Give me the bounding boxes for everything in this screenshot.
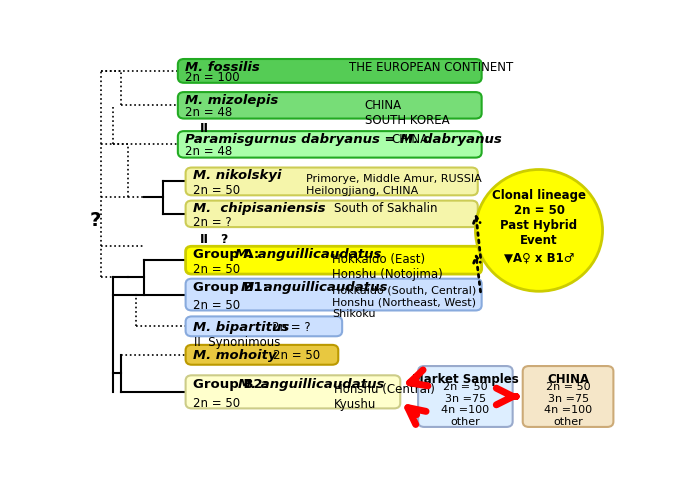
Text: M.  chipisaniensis: M. chipisaniensis — [192, 202, 325, 215]
Text: 2n = 50
3n =75
4n =100
other: 2n = 50 3n =75 4n =100 other — [544, 382, 592, 426]
FancyBboxPatch shape — [186, 279, 482, 311]
Text: Group B1:: Group B1: — [192, 281, 272, 294]
Text: 2n = 100: 2n = 100 — [185, 71, 240, 84]
Text: CHINA: CHINA — [392, 133, 429, 145]
Text: 2n = 50: 2n = 50 — [192, 298, 240, 311]
Text: Group A:: Group A: — [192, 247, 264, 261]
Text: II: II — [200, 122, 210, 135]
Text: II  Synonimous: II Synonimous — [194, 335, 280, 348]
FancyBboxPatch shape — [186, 317, 342, 337]
Text: CHINA: CHINA — [547, 372, 589, 385]
Text: M. mohoity: M. mohoity — [192, 348, 276, 362]
Text: Clonal lineage
2n = 50
Past Hybrid
Event: Clonal lineage 2n = 50 Past Hybrid Event — [492, 189, 586, 246]
Text: 2n = 50
3n =75
4n =100
other: 2n = 50 3n =75 4n =100 other — [441, 382, 490, 426]
Ellipse shape — [475, 170, 603, 292]
Text: M. mizolepis: M. mizolepis — [185, 94, 278, 107]
Text: II: II — [200, 233, 210, 246]
FancyBboxPatch shape — [418, 366, 512, 427]
Text: 2n = 48: 2n = 48 — [185, 145, 232, 158]
Text: CHINA
SOUTH KOREA: CHINA SOUTH KOREA — [364, 99, 449, 127]
Text: ?: ? — [89, 210, 101, 229]
Text: 2n = 50: 2n = 50 — [192, 262, 240, 275]
Text: ?: ? — [220, 233, 227, 246]
Text: Hokkaido (South, Central)
Honshu (Northeast, West)
Shikoku: Hokkaido (South, Central) Honshu (Northe… — [332, 285, 476, 318]
FancyBboxPatch shape — [178, 132, 482, 158]
Text: THE EUROPEAN CONTINENT: THE EUROPEAN CONTINENT — [349, 61, 513, 74]
Text: M. nikolskyi: M. nikolskyi — [192, 169, 281, 182]
Text: 2n = 50: 2n = 50 — [192, 396, 240, 409]
Text: 2n = 48: 2n = 48 — [185, 106, 232, 119]
FancyBboxPatch shape — [186, 376, 400, 408]
Text: ▼A♀ x B1♂: ▼A♀ x B1♂ — [504, 251, 574, 264]
Text: M. anguillicaudatus: M. anguillicaudatus — [235, 247, 382, 261]
Text: Primorye, Middle Amur, RUSSIA
Heilongjiang, CHINA: Primorye, Middle Amur, RUSSIA Heilongjia… — [306, 174, 482, 196]
Text: M. fossilis: M. fossilis — [185, 61, 260, 74]
Text: Paramisgurnus dabryanus = M. dabryanus: Paramisgurnus dabryanus = M. dabryanus — [185, 133, 501, 145]
FancyBboxPatch shape — [186, 168, 477, 196]
Text: Market Samples: Market Samples — [412, 372, 519, 385]
FancyBboxPatch shape — [186, 247, 482, 275]
FancyBboxPatch shape — [186, 201, 477, 227]
Text: M. bipartitus: M. bipartitus — [192, 320, 289, 333]
Text: South of Sakhalin: South of Sakhalin — [334, 202, 437, 215]
FancyBboxPatch shape — [178, 93, 482, 119]
Text: 2n = 50: 2n = 50 — [192, 183, 240, 197]
Text: M. anguillicaudatus: M. anguillicaudatus — [240, 281, 387, 294]
FancyBboxPatch shape — [186, 345, 338, 365]
Text: 2n = 50: 2n = 50 — [273, 348, 321, 362]
FancyBboxPatch shape — [178, 60, 482, 83]
Text: 2n = ?: 2n = ? — [192, 215, 232, 228]
Text: Group B2:: Group B2: — [192, 378, 272, 390]
Text: Honshu (Central)
Kyushu: Honshu (Central) Kyushu — [334, 382, 434, 410]
Text: Hokkaido (East)
Honshu (Notojima): Hokkaido (East) Honshu (Notojima) — [332, 253, 443, 281]
FancyBboxPatch shape — [523, 366, 613, 427]
Text: M. anguillicaudatus: M. anguillicaudatus — [238, 378, 384, 390]
Text: 2n = ?: 2n = ? — [272, 320, 310, 333]
